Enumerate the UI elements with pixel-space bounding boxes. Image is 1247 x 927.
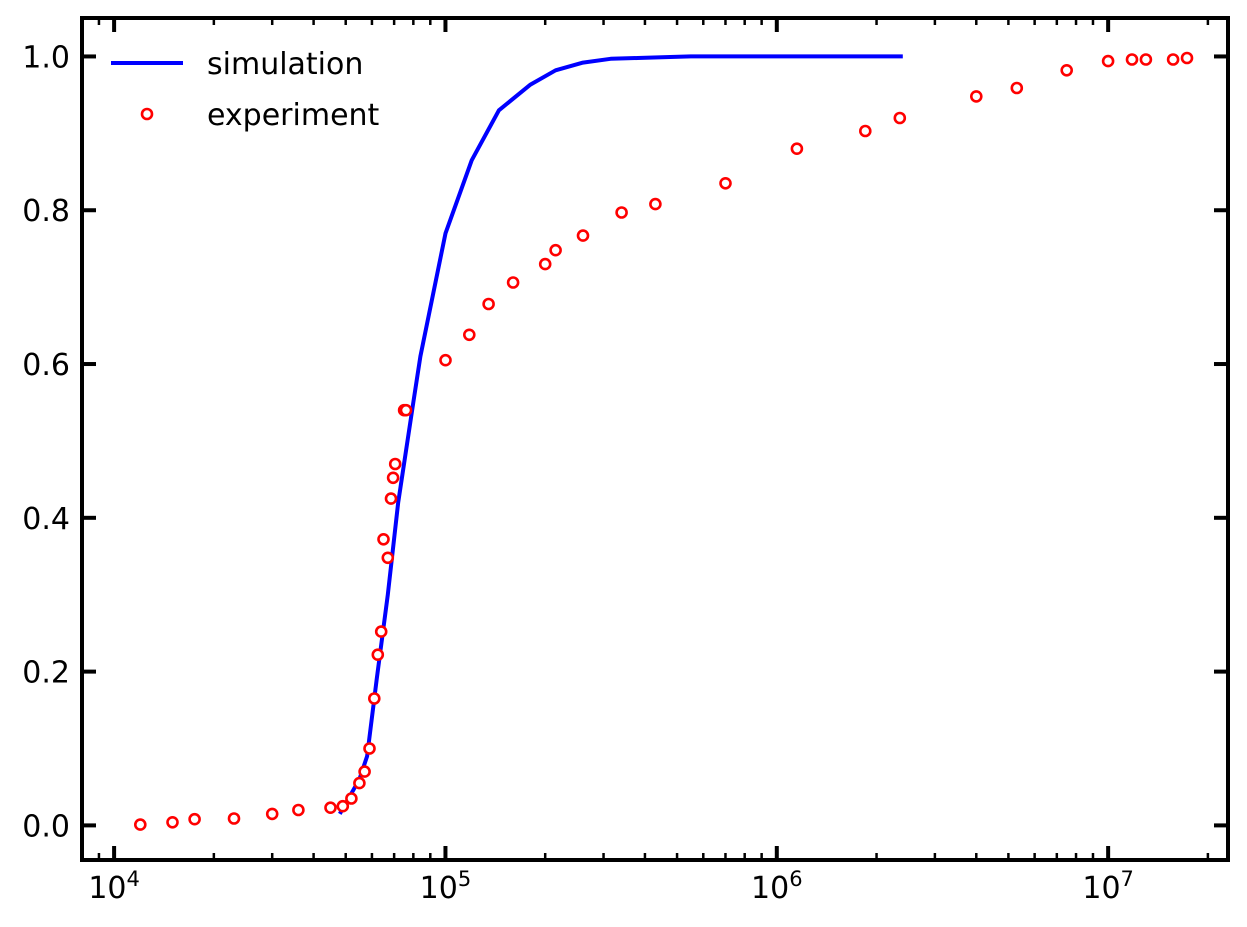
- experiment-point: [462, 328, 476, 342]
- experiment-point: [969, 90, 983, 103]
- plot-series: [134, 51, 1194, 831]
- experiment-point: [381, 551, 395, 565]
- experiment-point: [1180, 51, 1194, 65]
- y-tick-label: 0.8: [22, 194, 70, 229]
- x-tick-label: 105: [420, 867, 472, 906]
- experiment-point: [384, 492, 398, 505]
- x-tick-label: 106: [751, 867, 803, 906]
- experiment-point: [265, 807, 279, 821]
- legend-experiment-label: experiment: [207, 98, 380, 133]
- series-simulation-line: [338, 54, 903, 815]
- experiment-point: [615, 206, 628, 219]
- experiment-point: [1010, 81, 1024, 95]
- experiment-point: [345, 792, 358, 805]
- experiment-point: [790, 142, 804, 155]
- experiment-point: [336, 799, 350, 813]
- experiment-point: [371, 648, 385, 662]
- experiment-point: [374, 625, 388, 638]
- experiment-point: [188, 812, 201, 826]
- experiment-point: [1166, 53, 1180, 66]
- x-tick-label: 104: [88, 867, 140, 906]
- y-tick-label: 0.2: [22, 656, 70, 691]
- experiment-point: [893, 111, 907, 125]
- legend-simulation-label: simulation: [207, 47, 363, 82]
- legend-experiment-marker-swatch: [140, 107, 154, 121]
- experiment-point: [858, 124, 872, 138]
- y-axis-ticks: 0.0 0.2 0.4 0.6 0.8 1.0: [22, 40, 1228, 844]
- experiment-point: [576, 229, 590, 242]
- experiment-point: [134, 818, 147, 831]
- y-tick-label: 0.6: [22, 348, 70, 383]
- experiment-point: [538, 257, 552, 271]
- y-tick-label: 0.0: [22, 809, 70, 844]
- legend: simulation experiment: [111, 47, 380, 133]
- y-tick-label: 0.4: [22, 502, 70, 537]
- experiment-point: [719, 177, 732, 190]
- experiment-point: [439, 353, 452, 367]
- experiment-point: [377, 532, 390, 546]
- experiment-point: [1139, 53, 1153, 66]
- experiment-point: [1060, 64, 1073, 77]
- experiment-point: [399, 403, 413, 417]
- experiment-point: [1101, 54, 1115, 68]
- x-tick-label: 107: [1082, 867, 1134, 906]
- experiment-point: [358, 765, 371, 778]
- experiment-point: [482, 297, 495, 311]
- x-axis-ticks: 104 105 106 107: [80, 18, 1210, 906]
- experiment-point: [649, 197, 662, 211]
- experiment-point: [506, 276, 520, 289]
- experiment-point: [1125, 53, 1139, 66]
- experiment-point: [166, 815, 179, 829]
- y-tick-label: 1.0: [22, 40, 70, 75]
- experiment-point: [388, 457, 402, 471]
- experiment-point: [353, 776, 366, 790]
- experiment-point: [292, 803, 305, 817]
- experiment-point: [324, 801, 337, 815]
- experiment-point: [227, 812, 241, 825]
- experiment-point: [386, 471, 400, 485]
- experiment-point: [363, 742, 376, 755]
- plot-frame: [80, 16, 1230, 862]
- experiment-point: [549, 243, 562, 257]
- experiment-point: [367, 692, 381, 705]
